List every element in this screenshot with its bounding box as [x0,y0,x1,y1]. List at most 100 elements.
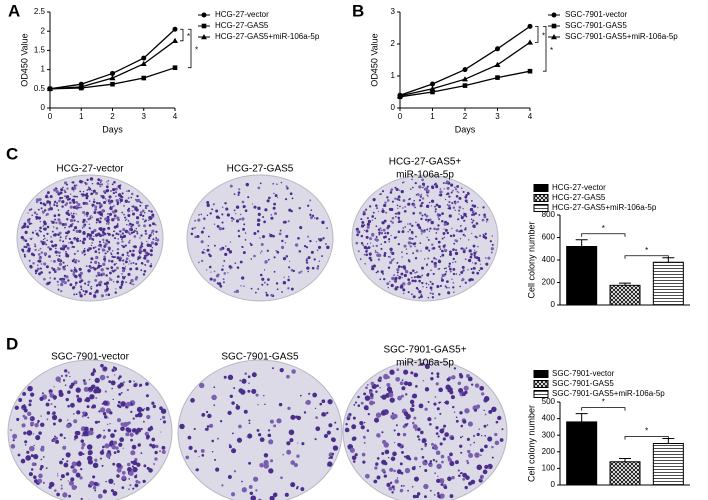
colony [317,237,320,240]
colony [57,288,60,291]
colony [50,260,52,262]
legend-marker [201,23,207,29]
colony [474,256,477,259]
colony [134,483,139,488]
colony [59,236,62,239]
colony [448,286,450,289]
colony [26,450,30,454]
colony [60,282,64,287]
colony [117,233,120,236]
colony [70,193,72,195]
colony [135,414,139,418]
colony [101,215,104,217]
y-axis-label: OD450 Value [19,33,29,86]
colony [81,227,84,229]
colony [454,188,458,191]
error-bar [619,457,631,462]
colony [331,437,336,443]
x-tick-label: 3 [142,112,147,121]
colony [37,208,40,211]
legend-label: SGC-7901-GAS5 [552,379,614,388]
colony [375,244,379,248]
colony [75,205,78,208]
colony [420,228,422,231]
colony [462,269,465,272]
colony [102,227,106,231]
colony [117,400,121,404]
colony [400,190,404,194]
colony [452,281,455,284]
colony [121,273,123,275]
colony [426,264,428,267]
colony [365,407,369,411]
colony [73,258,76,261]
colony [75,201,79,204]
colony [444,273,447,276]
colony [110,266,114,270]
colony [383,373,389,380]
colony [458,230,461,233]
y-tick-label: 800 [542,210,556,219]
colony [486,218,489,221]
colony [61,200,65,204]
colony [39,201,43,205]
colony [408,457,412,461]
colony [66,232,69,235]
colony [445,384,451,390]
colony [116,256,120,260]
colony [18,398,23,402]
colony [122,234,127,238]
colony [269,233,273,238]
colony [265,293,269,297]
colony [146,434,150,439]
colony [301,442,305,446]
colony [98,220,102,224]
colony [99,227,103,231]
colony [131,428,137,433]
point [140,60,147,67]
colony [485,236,488,239]
colony [126,218,128,220]
colony [59,460,63,465]
colony [110,252,112,254]
colony [48,271,51,274]
colony [473,251,477,255]
colony [161,415,166,420]
colony [147,252,150,256]
colony [334,421,337,424]
legend-label: HCG-27-GAS5 [552,193,606,202]
colony [386,199,390,202]
colony [437,204,442,209]
colony [428,230,431,232]
colony [111,218,115,222]
legend-marker [201,34,207,40]
colony [398,199,401,201]
colony [66,419,69,421]
colony [120,401,126,407]
colony [418,403,424,409]
colony [413,372,419,378]
colony [72,195,74,198]
colony [69,224,73,228]
colony [476,432,480,437]
colony [379,193,381,195]
colony [403,209,407,213]
colony [97,265,101,269]
colony [49,207,52,211]
colony [447,207,449,210]
colony [103,429,105,432]
colony [453,242,456,245]
colony [394,479,399,484]
colony [58,262,63,266]
colony [83,254,86,256]
colony [439,188,442,191]
colony [117,193,121,197]
colony [122,228,126,232]
colony [136,194,139,198]
colony [362,460,366,464]
colony [193,427,196,431]
image-caption: HCG-27-GAS5 [227,164,294,175]
colony [281,245,285,249]
colony [88,238,91,240]
x-tick-label: 2 [110,112,115,121]
